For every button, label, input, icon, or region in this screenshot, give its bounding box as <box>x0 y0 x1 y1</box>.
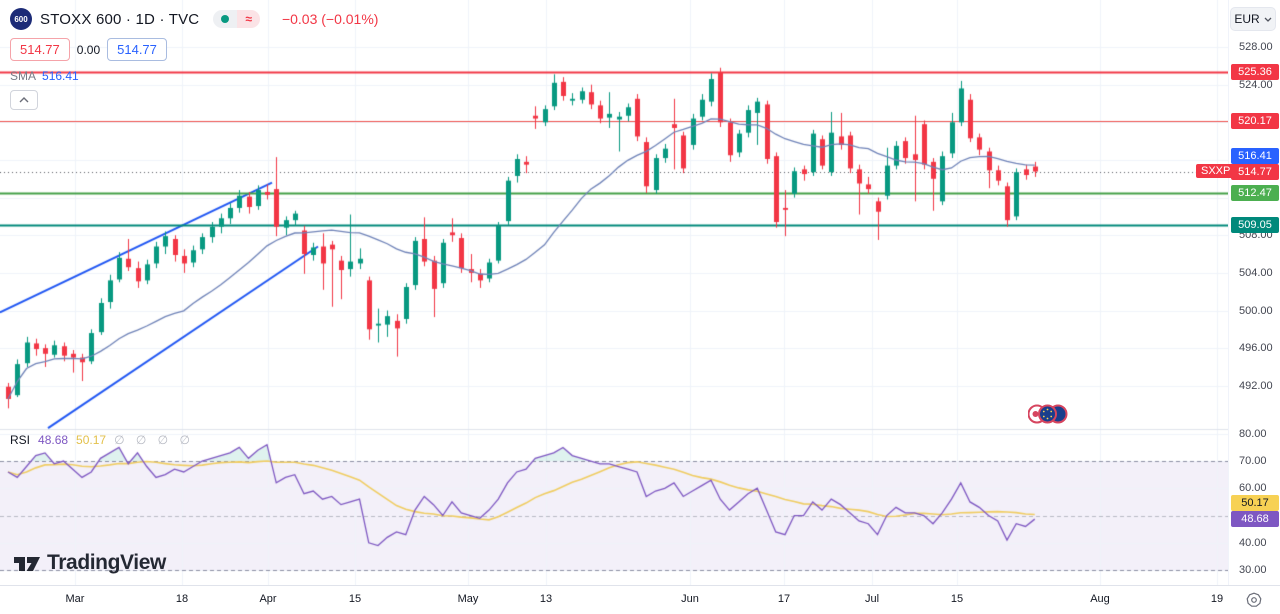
price-tick: 70.00 <box>1239 455 1267 468</box>
symbol-title[interactable]: STOXX 600 · 1D · TVC <box>40 10 200 28</box>
chevron-down-icon <box>1264 17 1272 22</box>
price-tick: 492.00 <box>1239 379 1273 392</box>
symbol-price-tag: SXXP <box>1196 163 1236 178</box>
time-label: Jul <box>864 593 880 605</box>
chevron-up-icon <box>19 97 29 103</box>
rsi-hover-icons[interactable]: ∅ ∅ ∅ ∅ <box>114 433 194 447</box>
price-label-badge: 514.77 <box>1231 163 1279 180</box>
time-label: 19 <box>1210 593 1224 605</box>
economic-event-flags-icon[interactable] <box>1027 402 1068 431</box>
price-tick: 30.00 <box>1239 564 1267 577</box>
time-label: Jun <box>681 593 699 605</box>
price-tick: 496.00 <box>1239 342 1273 355</box>
time-label: 15 <box>348 593 362 605</box>
collapse-legend-button[interactable] <box>10 90 38 110</box>
price-tick: 528.00 <box>1239 41 1273 54</box>
market-status-pills[interactable]: ≈ <box>213 10 260 28</box>
time-label: 15 <box>950 593 964 605</box>
price-label-badge: 509.05 <box>1231 217 1279 234</box>
price-label-badge: 48.68 <box>1231 511 1279 528</box>
tradingview-watermark[interactable]: TradingView <box>14 551 166 575</box>
price-label-badge: 512.47 <box>1231 185 1279 202</box>
time-label: Apr <box>259 593 277 605</box>
sma-label: SMA <box>10 69 37 83</box>
price-tick: 524.00 <box>1239 78 1273 91</box>
price-label-badge: 525.36 <box>1231 63 1279 80</box>
market-open-dot-icon <box>221 15 230 23</box>
sma-value: 516.41 <box>42 69 79 83</box>
price-tick: 504.00 <box>1239 266 1273 279</box>
rsi-legend: RSI 48.68 50.17 ∅ ∅ ∅ ∅ <box>10 433 194 447</box>
time-label: May <box>457 593 479 605</box>
price-axis[interactable]: 528.00 524.00 508.00 504.00 500.00 496.00 492.… <box>1228 0 1280 585</box>
price-tick: 500.00 <box>1239 304 1273 317</box>
time-axis[interactable]: Mar 18 Apr 15 May 13 Jun 17 Jul 15 Aug 19 <box>0 585 1280 614</box>
chart-canvas[interactable] <box>0 0 1228 585</box>
watermark-text: TradingView <box>47 551 166 574</box>
time-label: 17 <box>777 593 791 605</box>
time-label: Mar <box>65 593 85 605</box>
sma-legend: SMA 516.41 <box>10 69 378 83</box>
price-tick: 60.00 <box>1239 482 1267 495</box>
currency-selector[interactable]: EUR <box>1230 7 1276 31</box>
time-label: Aug <box>1090 593 1110 605</box>
time-label: 18 <box>175 593 189 605</box>
price-tick: 80.00 <box>1239 427 1267 440</box>
price-label-badge: 516.41 <box>1231 148 1279 165</box>
price-tick: 40.00 <box>1239 536 1267 549</box>
rsi-ma-value: 50.17 <box>76 433 107 447</box>
buy-price-button[interactable]: 514.77 <box>107 38 167 61</box>
sell-price-button[interactable]: 514.77 <box>10 38 70 61</box>
rsi-label[interactable]: RSI <box>10 433 31 447</box>
price-change: −0.03 (−0.01%) <box>281 11 379 27</box>
time-label: 13 <box>539 593 553 605</box>
spread-value: 0.00 <box>76 42 101 57</box>
symbol-logo-icon: 600 <box>10 8 32 30</box>
axis-settings-gear-icon[interactable] <box>1246 592 1262 613</box>
currency-label: EUR <box>1234 12 1260 26</box>
price-label-badge: 520.17 <box>1231 112 1279 129</box>
tradingview-logo-icon <box>14 556 40 571</box>
delayed-data-icon: ≈ <box>237 10 260 28</box>
rsi-value: 48.68 <box>38 433 69 447</box>
price-label-badge: 50.17 <box>1231 495 1279 512</box>
symbol-legend: 600 STOXX 600 · 1D · TVC ≈ −0.03 (−0.01%… <box>10 8 378 110</box>
